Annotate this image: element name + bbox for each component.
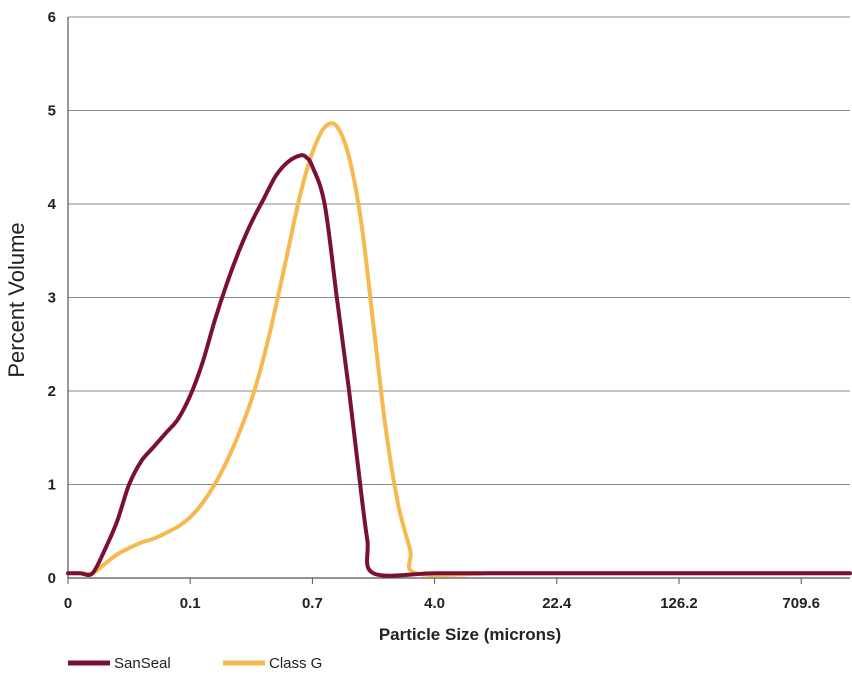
x-tick-label: 0.1	[180, 595, 201, 612]
x-tick-label: 0.7	[302, 595, 323, 612]
y-tick-label: 6	[48, 9, 56, 26]
gridlines	[68, 16, 850, 485]
axes	[67, 17, 850, 584]
x-tick-label: 4.0	[424, 595, 445, 612]
legend-item-sanseal: SanSeal	[68, 655, 171, 672]
y-tick-label: 0	[48, 570, 56, 587]
x-axis-title: Particle Size (microns)	[379, 625, 561, 644]
x-tick-label: 709.6	[782, 595, 820, 612]
legend-label: SanSeal	[114, 655, 171, 672]
y-tick-label: 2	[48, 383, 56, 400]
series-lines	[66, 121, 852, 578]
y-tick-label: 1	[48, 477, 56, 494]
legend-label: Class G	[269, 655, 322, 672]
x-tick-label: 126.2	[660, 595, 698, 612]
y-axis-title: Percent Volume	[4, 222, 29, 377]
y-tick-labels: 0 1 2 3 4 5 6	[48, 9, 57, 587]
x-tick-labels: 0 0.1 0.7 4.0 22.4 126.2 709.6	[64, 595, 820, 612]
y-tick-label: 3	[48, 290, 56, 307]
series-line-sanseal	[66, 153, 852, 578]
y-tick-label: 4	[48, 196, 57, 213]
x-tick-label: 0	[64, 595, 72, 612]
y-tick-label: 5	[48, 103, 56, 120]
legend-item-class-g: Class G	[223, 655, 322, 672]
series-line-class-g	[66, 121, 852, 578]
x-tick-label: 22.4	[542, 595, 572, 612]
legend: SanSeal Class G	[68, 655, 322, 672]
